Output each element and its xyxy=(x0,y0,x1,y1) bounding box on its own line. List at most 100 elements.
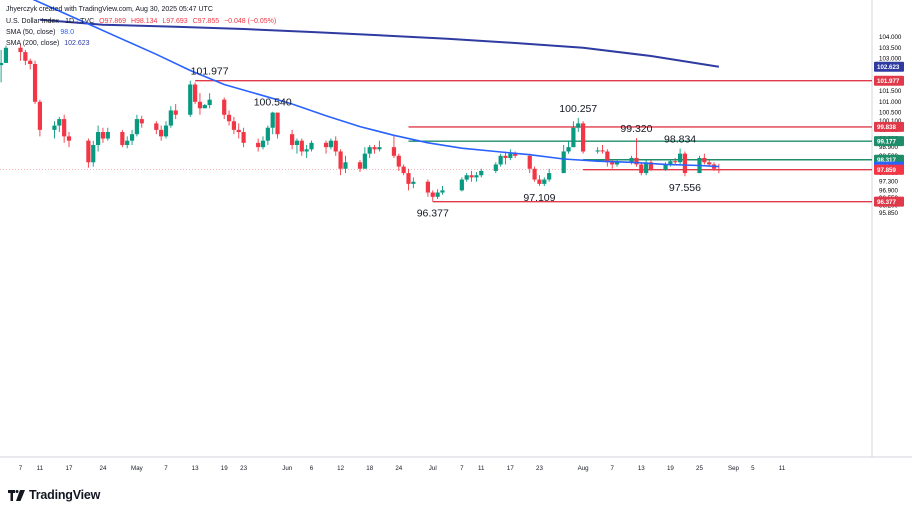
resistance-101977-tag-label: 101.977 xyxy=(877,78,900,85)
candle-body xyxy=(678,153,683,163)
time-axis-tick-label: Jul xyxy=(429,465,437,472)
candle-body xyxy=(57,119,62,126)
time-axis-tick-label: 17 xyxy=(507,465,514,472)
candle-body xyxy=(96,132,101,145)
candle-body xyxy=(357,162,363,169)
time-axis-tick-label: 11 xyxy=(37,465,44,472)
resistance-99838-tag-label: 99.838 xyxy=(877,124,896,131)
candle-body xyxy=(576,123,581,128)
tradingview-logo[interactable]: TradingView xyxy=(8,488,100,502)
candle-body xyxy=(430,192,435,197)
candle-body xyxy=(256,142,261,148)
candle-body xyxy=(440,190,445,193)
candle-body xyxy=(401,166,406,174)
candle-body xyxy=(479,170,484,176)
resistance-96377-tag-label: 96.377 xyxy=(877,199,896,206)
symbol-title[interactable]: U.S. Dollar Index · 1D · TVC xyxy=(6,18,95,25)
price-annotation: 100.540 xyxy=(254,97,292,109)
candle-body xyxy=(3,47,9,63)
candle-body xyxy=(91,145,96,163)
support-resistance-levels xyxy=(0,79,872,203)
candle-body xyxy=(188,84,193,115)
candle-body xyxy=(571,127,576,148)
candle-body xyxy=(411,181,416,184)
price-axis-tick-label: 100.100 xyxy=(879,118,902,125)
candle-body xyxy=(377,147,382,150)
resistance-101977-tag xyxy=(874,75,904,86)
candle-body xyxy=(134,119,139,135)
candle-body xyxy=(333,140,338,152)
time-axis-tick-label: 23 xyxy=(536,465,543,472)
price-axis-tick-label: 97.300 xyxy=(879,179,898,186)
candle-body xyxy=(328,140,333,148)
candle-body xyxy=(391,147,397,156)
candle-body xyxy=(508,153,513,158)
candle-body xyxy=(299,140,304,152)
candle-body xyxy=(396,155,401,167)
time-axis-tick-label: 7 xyxy=(19,465,23,472)
candle-body xyxy=(673,161,678,163)
sma200-label: SMA (200, close) xyxy=(6,40,60,47)
sma200-legend[interactable]: SMA (200, close) 102.623 xyxy=(6,39,93,48)
time-axis-tick-label: Aug xyxy=(578,465,590,472)
time-axis[interactable]: 7 11 17 24 May 7 13 19 23 Jun 6 12 18 24 Jul 7 11 17 23 Aug… xyxy=(19,465,786,472)
candle-body xyxy=(18,47,23,53)
time-axis-tick-label: 24 xyxy=(395,465,402,472)
candle-body xyxy=(197,101,203,109)
price-tag-0-tag-label: 102.623 xyxy=(877,64,900,71)
sma50-legend[interactable]: SMA (50, close) 98.0 xyxy=(6,28,77,37)
ohlc-open: O97.869 xyxy=(99,18,126,25)
candle-body xyxy=(634,157,639,165)
ohlc-change: −0.048 (−0.05%) xyxy=(224,18,277,25)
candle-body xyxy=(173,110,178,115)
time-axis-tick-label: Sep xyxy=(728,465,740,472)
candle-body xyxy=(309,142,314,150)
candle-body xyxy=(600,150,605,152)
ohlc-high: H98.134 xyxy=(130,18,158,25)
candle-body xyxy=(648,162,654,170)
time-axis-tick-label: 24 xyxy=(100,465,107,472)
time-axis-tick-label: 19 xyxy=(667,465,674,472)
time-axis-tick-label: 5 xyxy=(751,465,755,472)
candle-body xyxy=(236,129,241,133)
time-axis-tick-label: 25 xyxy=(696,465,703,472)
candle-body xyxy=(100,132,106,139)
candle-body xyxy=(707,162,712,165)
candle-body xyxy=(290,134,295,145)
candle-body xyxy=(52,125,57,130)
candle-body xyxy=(469,175,474,178)
price-axis-tick-label: 104.000 xyxy=(879,34,902,41)
candle-body xyxy=(193,84,198,102)
candle-body xyxy=(37,101,42,130)
candle-body xyxy=(716,169,721,171)
candle-body xyxy=(241,132,246,143)
moving-averages xyxy=(32,0,720,168)
candle-body xyxy=(338,151,343,169)
candle-body xyxy=(435,192,440,197)
time-axis-tick-label: 6 xyxy=(310,465,314,472)
resistance-96377-tag xyxy=(874,196,904,207)
candle-body xyxy=(323,142,329,148)
candle-body xyxy=(668,161,673,165)
candle-body xyxy=(532,168,537,180)
candle-body xyxy=(294,140,300,145)
candle-body xyxy=(129,134,135,141)
creator-line: Jhyerczyk created with TradingView.com, … xyxy=(6,5,216,14)
ohlc-low: L97.693 xyxy=(162,18,188,25)
time-axis-tick-label: 12 xyxy=(337,465,344,472)
candle-body xyxy=(154,123,159,130)
candle-body xyxy=(542,179,547,184)
ohlc-close: C97.855 xyxy=(192,18,220,25)
support-99177-tag-label: 99.177 xyxy=(877,138,896,145)
time-axis-tick-label: 17 xyxy=(66,465,73,472)
tradingview-logo-icon xyxy=(8,489,25,501)
candle-body xyxy=(663,164,668,170)
candle-body xyxy=(32,64,38,102)
price-axis[interactable]: 104.000103.500103.000102.500102.000101.5… xyxy=(874,34,904,217)
candle-body xyxy=(270,112,275,128)
time-axis-tick-label: May xyxy=(131,465,144,472)
candle-body xyxy=(639,164,644,174)
candle-body xyxy=(28,60,33,64)
candle-body xyxy=(159,129,164,137)
